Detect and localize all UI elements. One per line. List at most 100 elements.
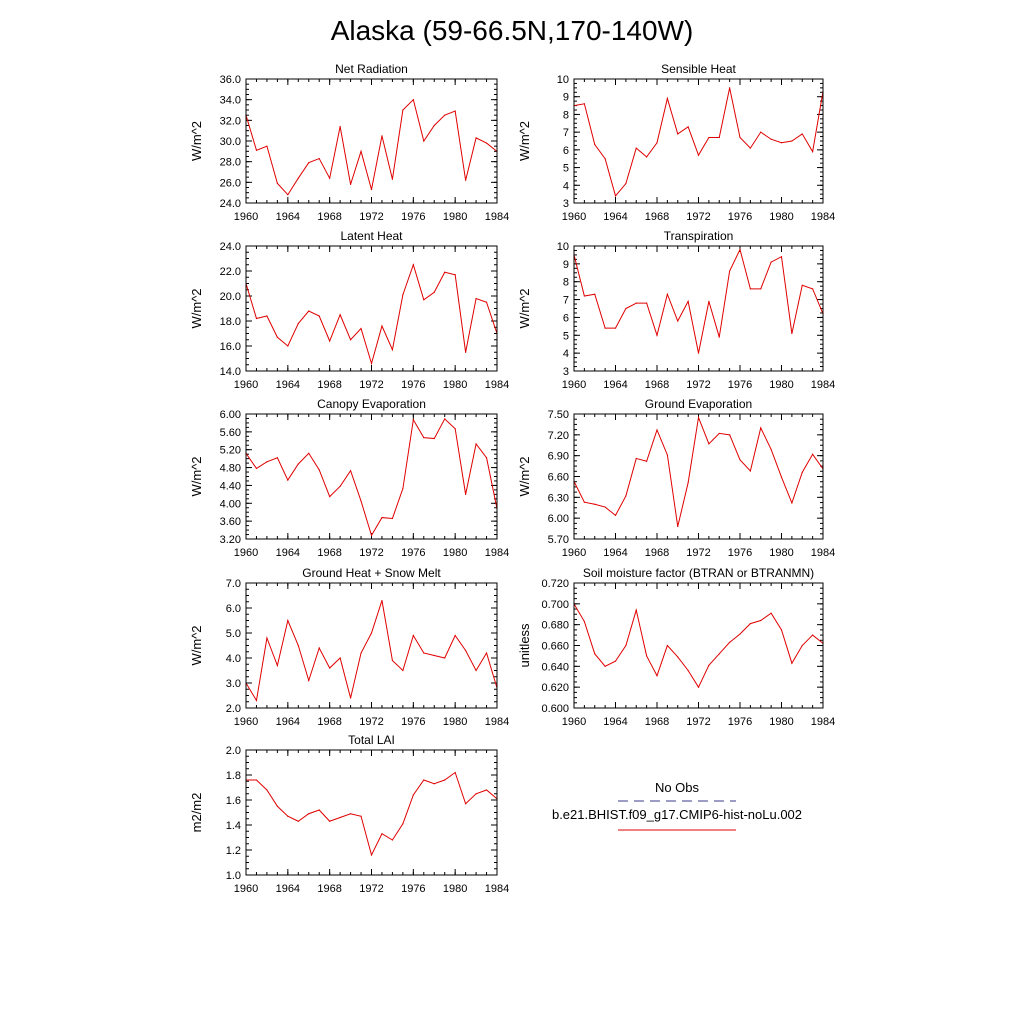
data-point [697, 154, 700, 156]
data-point [739, 248, 741, 251]
data-point [583, 103, 585, 105]
data-point [465, 493, 467, 495]
data-point [666, 293, 668, 295]
x-tick-label: 1984 [485, 547, 509, 559]
data-point [381, 516, 383, 519]
x-tick-label: 1964 [603, 211, 627, 223]
panel-title: Ground Heat + Snow Melt [302, 566, 441, 580]
panel-3: Latent Heat W/m^2 1960 1964 1968 1972 1976 1980… [189, 229, 509, 391]
x-tick-label: 1960 [234, 883, 258, 895]
y-tick-label: 34.0 [220, 95, 241, 107]
x-tick-label: 1972 [686, 211, 710, 223]
panel-5: Canopy Evaporation W/m^2 1960 1964 1968 1972 1… [189, 397, 509, 559]
y-tick-label: 5 [563, 330, 569, 342]
y-tick-label: 1.8 [226, 770, 241, 782]
data-point [729, 87, 731, 89]
data-point [791, 140, 793, 142]
x-tick-label: 1976 [401, 716, 425, 728]
y-tick-label: 6 [563, 312, 569, 324]
y-tick-label: 20.0 [220, 291, 241, 303]
data-point [604, 327, 606, 329]
x-tick-label: 1960 [234, 379, 258, 391]
plot-frame [573, 413, 824, 540]
data-point [485, 457, 488, 459]
data-point [360, 652, 362, 654]
data-point [729, 434, 731, 436]
data-point [656, 142, 658, 144]
data-point [465, 803, 467, 805]
data-point [318, 647, 320, 649]
data-point [349, 183, 352, 185]
data-point [297, 463, 299, 465]
data-point [276, 336, 278, 338]
data-point [318, 315, 320, 317]
data-point [339, 314, 341, 316]
y-tick-label: 24.0 [220, 198, 241, 210]
data-point [718, 336, 720, 338]
y-tick-label: 0.640 [541, 661, 569, 673]
plot-frame [573, 78, 824, 204]
data-point [635, 457, 637, 460]
data-point [646, 156, 648, 158]
plot-frame [245, 78, 498, 204]
data-point [287, 345, 289, 347]
data-point [770, 261, 772, 263]
data-point [697, 352, 700, 354]
x-tick-label: 1976 [728, 211, 752, 223]
x-tick-label: 1980 [443, 547, 467, 559]
data-point [339, 816, 341, 819]
x-tick-label: 1972 [359, 716, 383, 728]
y-tick-label: 3 [563, 366, 569, 378]
data-point [412, 794, 414, 796]
y-tick-label: 8 [563, 109, 569, 121]
data-point [412, 634, 414, 637]
data-point [485, 789, 488, 791]
data-point [255, 149, 258, 151]
y-tick-label: 4.00 [220, 498, 241, 510]
x-tick-label: 1964 [276, 883, 300, 895]
data-point [749, 470, 751, 472]
data-point [276, 664, 278, 667]
y-tick-label: 10 [557, 74, 569, 86]
data-point [739, 459, 741, 461]
data-point [687, 669, 689, 672]
data-point [444, 657, 446, 659]
y-tick-label: 0.660 [541, 641, 569, 653]
x-tick-label: 1980 [769, 211, 793, 223]
data-point [402, 669, 404, 672]
x-tick-label: 1964 [276, 379, 300, 391]
data-point [297, 177, 299, 179]
data-point [360, 150, 362, 152]
data-point [255, 699, 258, 702]
y-tick-label: 3.20 [220, 534, 241, 546]
x-tick-label: 1960 [234, 211, 258, 223]
data-point [739, 633, 741, 635]
data-point [412, 419, 414, 421]
y-tick-label: 9 [563, 259, 569, 271]
data-point [381, 135, 383, 137]
y-tick-label: 7 [563, 127, 569, 139]
data-point [381, 599, 383, 602]
panels: Net Radiation W/m^2 1960 1964 1968 1972 1976 19… [189, 62, 835, 895]
y-axis-label: W/m^2 [189, 121, 204, 161]
data-point [697, 416, 700, 419]
y-tick-label: 5 [563, 163, 569, 175]
data-point [614, 195, 617, 197]
data-point [412, 264, 414, 266]
x-tick-label: 1976 [728, 547, 752, 559]
x-tick-label: 1968 [645, 211, 669, 223]
y-tick-label: 3.0 [226, 678, 241, 690]
x-tick-label: 1968 [317, 716, 341, 728]
data-point [360, 327, 362, 330]
data-point [656, 429, 658, 431]
data-point [594, 503, 596, 505]
x-tick-label: 1980 [769, 547, 793, 559]
data-point [454, 428, 456, 430]
data-point [697, 686, 700, 688]
data-point [339, 125, 341, 128]
x-tick-label: 1984 [485, 883, 509, 895]
data-point [349, 470, 352, 472]
data-point [255, 317, 258, 320]
y-tick-label: 7.20 [548, 430, 569, 442]
